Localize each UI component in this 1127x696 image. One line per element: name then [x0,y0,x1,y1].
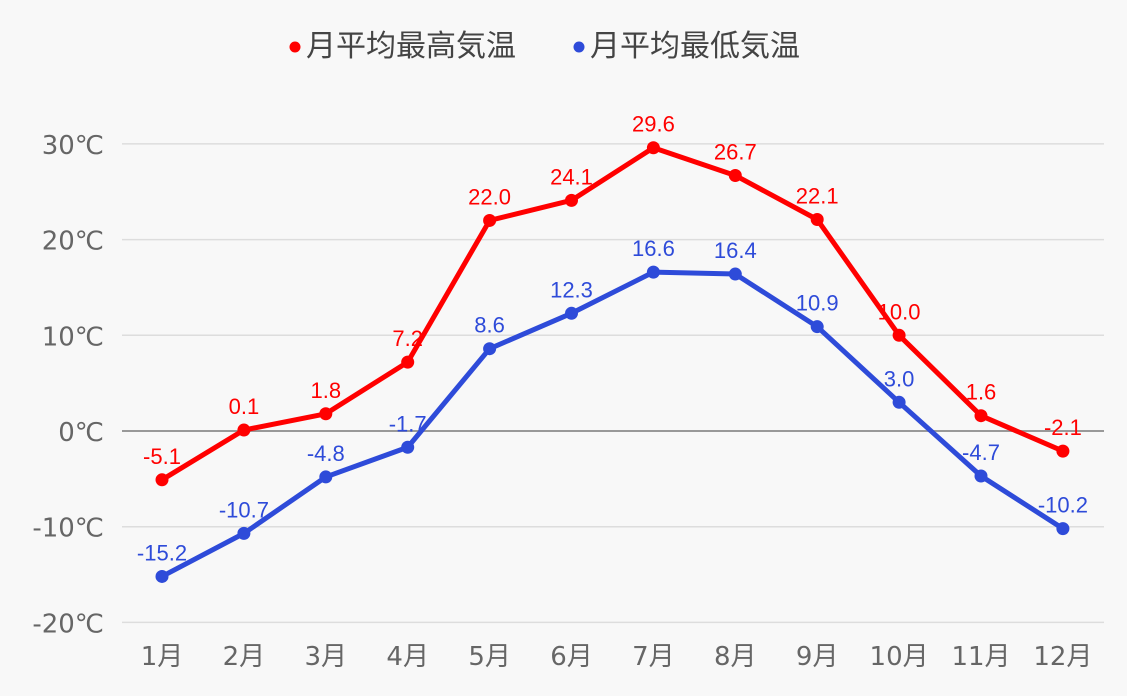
y-tick-label: 30℃ [42,131,104,161]
x-tick-label: 6月 [550,642,593,672]
y-tick-label: -10℃ [32,514,104,544]
data-point [1056,444,1070,458]
data-point [155,473,169,487]
data-point [974,409,988,423]
x-tick-label: 5月 [468,642,511,672]
data-label: 8.6 [474,313,505,338]
data-label: 26.7 [714,139,757,164]
data-point [646,265,660,279]
x-tick-label: 12月 [1033,642,1092,672]
x-tick-label: 7月 [632,642,675,672]
data-label: -15.2 [137,540,187,565]
x-tick-label: 2月 [223,642,266,672]
data-label: 1.6 [966,380,997,405]
data-label: 10.0 [878,299,921,324]
x-tick-label: 9月 [796,642,839,672]
data-label: 10.9 [796,291,839,316]
data-point [483,213,497,227]
data-label: 16.4 [714,238,757,263]
data-label: 16.6 [632,236,675,261]
x-axis: 1月 2月 3月 4月 5月 6月 7月 8月 9月 10月 11月 12月 [141,642,1093,672]
data-point [646,141,660,155]
data-label: -5.1 [143,444,181,469]
series-0: -5.1 0.1 1.8 7.2 22.0 24.1 29.6 26.7 22.1 10.0 1.6… [143,112,1082,487]
data-point [810,320,824,334]
data-point [483,342,497,356]
data-label: 24.1 [550,164,593,189]
data-label: -10.7 [219,497,269,522]
data-point [974,469,988,483]
data-label: 29.6 [632,112,675,137]
data-point [810,213,824,227]
data-point [892,328,906,342]
grid [122,143,1104,624]
data-label: -4.8 [307,441,345,466]
series-line [160,269,1065,579]
data-label: -1.7 [389,411,427,436]
y-axis: 30℃ 20℃ 10℃ 0℃ -10℃ -20℃ [32,131,104,640]
y-tick-label: 20℃ [42,227,104,257]
data-label: 22.0 [468,184,511,209]
data-label: -4.7 [962,440,1000,465]
legend-label: 月平均最高気温 [306,29,516,64]
data-point [728,168,742,182]
data-point [401,355,415,369]
data-label: -10.2 [1038,493,1088,518]
data-point [319,407,333,421]
y-tick-label: -20℃ [32,609,104,639]
legend-marker [573,41,585,53]
data-point [892,395,906,409]
data-point [155,569,169,583]
data-label: 12.3 [550,277,593,302]
data-label: 0.1 [229,394,260,419]
data-point [728,267,742,281]
y-tick-label: 10℃ [42,322,104,352]
x-tick-label: 8月 [714,642,757,672]
x-tick-label: 3月 [305,642,348,672]
data-point [1056,522,1070,536]
x-tick-label: 4月 [386,642,429,672]
x-tick-label: 10月 [870,642,929,672]
data-label: 7.2 [392,326,423,351]
data-label: 3.0 [884,366,915,391]
data-point [401,440,415,454]
data-label: -2.1 [1044,415,1082,440]
data-point [565,306,578,320]
data-label: 1.8 [311,378,342,403]
data-point [319,470,333,484]
x-tick-label: 1月 [141,642,184,672]
series-group: -5.1 0.1 1.8 7.2 22.0 24.1 29.6 26.7 22.1 10.0 1.6… [137,112,1088,583]
series-line [160,145,1064,482]
data-label: 22.1 [796,184,839,209]
data-point [237,423,251,437]
x-tick-label: 11月 [951,642,1010,672]
data-point [565,193,578,207]
series-1: -15.2 -10.7 -4.8 -1.7 8.6 12.3 16.6 16.4 10.9 3.0… [137,236,1088,583]
legend-label: 月平均最低気温 [590,29,800,64]
y-tick-label: 0℃ [58,418,104,448]
legend-marker [289,41,301,53]
legend: 月平均最高気温 月平均最低気温 [289,29,800,64]
data-point [237,526,251,540]
